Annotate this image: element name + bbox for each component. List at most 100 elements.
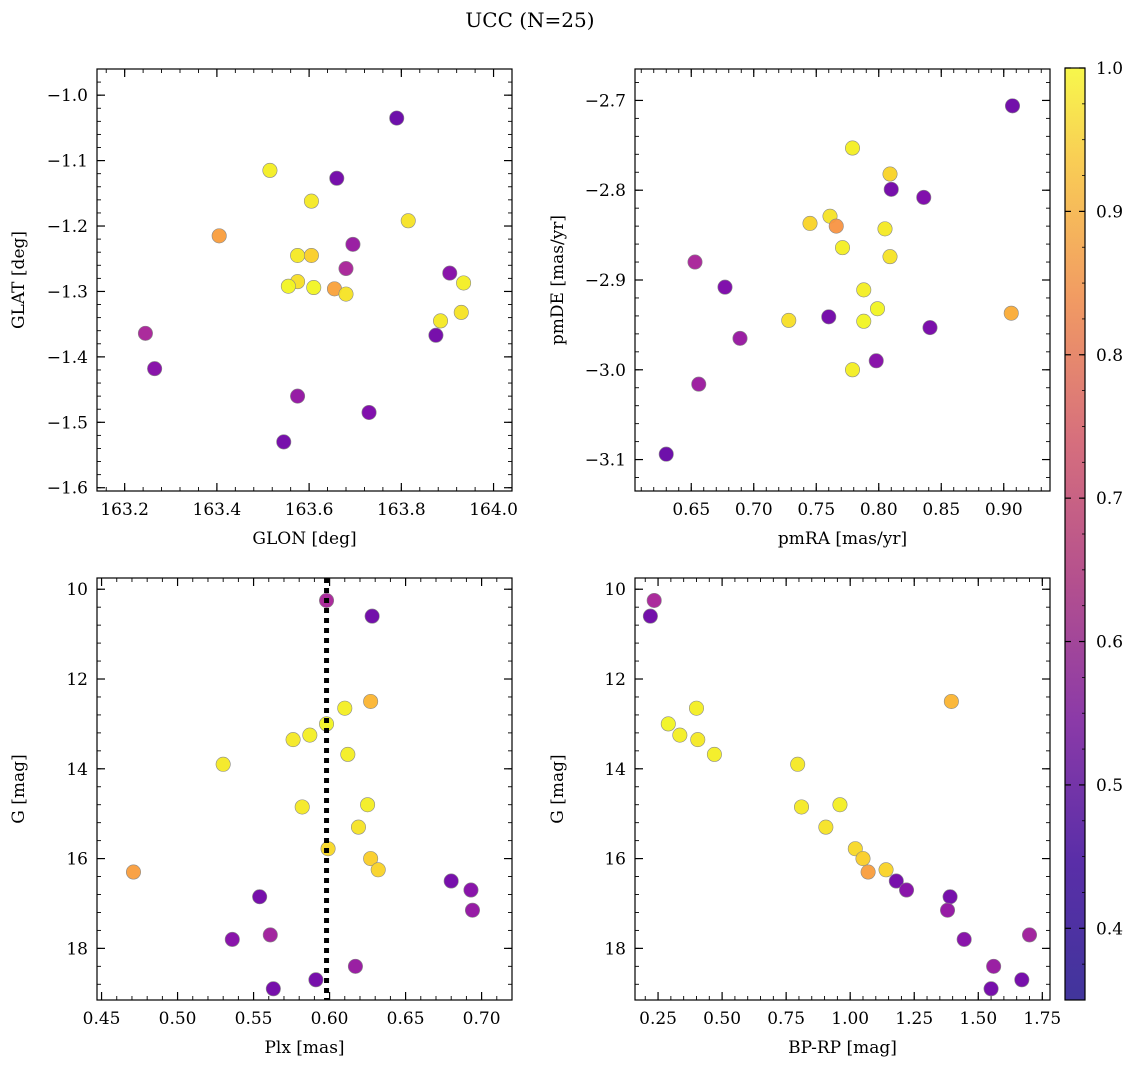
colorbar-tick-label: 0.8: [1096, 346, 1123, 366]
data-point: [329, 170, 345, 186]
data-point: [802, 215, 818, 231]
y-tick-label: −1.2: [47, 217, 88, 237]
y-tick-label: −1.0: [47, 86, 88, 106]
data-point: [290, 388, 306, 404]
data-point: [922, 320, 938, 336]
data-point: [732, 330, 748, 346]
panel-glon-glat: 163.2 163.4 163.6 163.8 164.0 −1.6 −1.5 −1.4 −1.…: [9, 68, 518, 549]
y-tick-label: −1.1: [47, 152, 88, 172]
data-point: [1014, 972, 1030, 988]
data-point: [828, 218, 844, 234]
y-tick-label: 18: [604, 939, 626, 959]
data-point: [888, 873, 904, 889]
y-tick-label: 12: [604, 670, 626, 690]
x-tick-label: 0.75: [767, 1009, 805, 1029]
y-tick-label: −2.9: [585, 271, 626, 291]
data-point: [844, 362, 860, 378]
colorbar-tick-label: 1.0: [1096, 59, 1123, 79]
y-tick-label: −3.1: [585, 451, 626, 471]
data-point: [345, 236, 361, 252]
data-point: [211, 228, 227, 244]
y-axis-label: pmDE [mas/yr]: [548, 215, 568, 345]
data-point: [878, 862, 894, 878]
x-tick-label: 164.0: [469, 500, 518, 520]
x-tick-label: 0.65: [672, 500, 710, 520]
y-tick-label: 16: [604, 850, 626, 870]
data-point: [940, 902, 956, 918]
x-tick-label: 0.50: [703, 1009, 741, 1029]
x-tick-label: 1.75: [1023, 1009, 1061, 1029]
data-point: [883, 181, 899, 197]
data-point: [147, 361, 163, 377]
y-tick-label: 14: [66, 760, 88, 780]
plot-frame: [634, 577, 1051, 1001]
x-tick-label: 0.25: [639, 1009, 677, 1029]
data-point: [453, 304, 469, 320]
data-point: [337, 700, 353, 716]
x-tick-label: 0.60: [311, 1009, 349, 1029]
plot-frame: [96, 577, 513, 1001]
x-axis-label: Plx [mas]: [264, 1038, 344, 1058]
x-tick-label: 163.6: [285, 500, 334, 520]
plot-frame: [634, 68, 1051, 492]
data-point: [294, 799, 310, 815]
data-point: [717, 279, 733, 295]
data-point: [370, 862, 386, 878]
data-point: [844, 140, 860, 156]
x-tick-label: 1.00: [831, 1009, 869, 1029]
data-point: [265, 981, 281, 997]
x-tick-label: 0.55: [235, 1009, 273, 1029]
data-point: [463, 882, 479, 898]
data-point: [262, 162, 278, 178]
y-tick-label: −1.4: [47, 348, 88, 368]
data-point: [363, 851, 379, 867]
data-point: [781, 312, 797, 328]
y-tick-label: 18: [66, 939, 88, 959]
data-point: [137, 325, 153, 341]
y-tick-label: 14: [604, 760, 626, 780]
data-point: [916, 189, 932, 205]
data-point: [687, 254, 703, 270]
data-point: [856, 313, 872, 329]
y-tick-label: −2.8: [585, 181, 626, 201]
y-tick-label: 10: [66, 580, 88, 600]
data-point: [338, 286, 354, 302]
scatter-points: [658, 98, 1020, 462]
y-tick-label: −2.7: [585, 91, 626, 111]
colorbar-tick-label: 0.5: [1096, 776, 1123, 796]
data-point: [443, 873, 459, 889]
y-tick-label: 12: [66, 670, 88, 690]
data-point: [818, 819, 834, 835]
data-point: [363, 693, 379, 709]
data-point: [834, 240, 850, 256]
data-point: [942, 889, 958, 905]
x-tick-label: 0.70: [735, 500, 773, 520]
data-point: [706, 746, 722, 762]
data-point: [821, 309, 837, 325]
x-tick-label: 0.50: [159, 1009, 197, 1029]
y-tick-label: 16: [66, 850, 88, 870]
data-point: [224, 931, 240, 947]
x-tick-label: 0.75: [797, 500, 835, 520]
scatter-points: [642, 592, 1038, 997]
data-point: [660, 716, 676, 732]
data-point: [308, 972, 324, 988]
data-point: [868, 353, 884, 369]
x-tick-label: 0.45: [83, 1009, 121, 1029]
data-point: [428, 327, 444, 343]
y-axis-label: G [mag]: [548, 754, 568, 823]
colorbar-tick-label: 0.9: [1096, 202, 1123, 222]
colorbar-tick-label: 0.7: [1096, 489, 1123, 509]
colorbar-ticks: 0.4 0.5 0.6 0.7 0.8 0.9 1.0: [1065, 59, 1123, 1001]
data-point: [869, 301, 885, 317]
data-point: [215, 756, 231, 772]
data-point: [642, 608, 658, 624]
data-point: [464, 902, 480, 918]
scatter-points: [137, 110, 472, 450]
data-point: [882, 166, 898, 182]
data-point: [302, 727, 318, 743]
data-point: [306, 280, 322, 296]
y-tick-label: −3.0: [585, 361, 626, 381]
data-point: [860, 864, 876, 880]
